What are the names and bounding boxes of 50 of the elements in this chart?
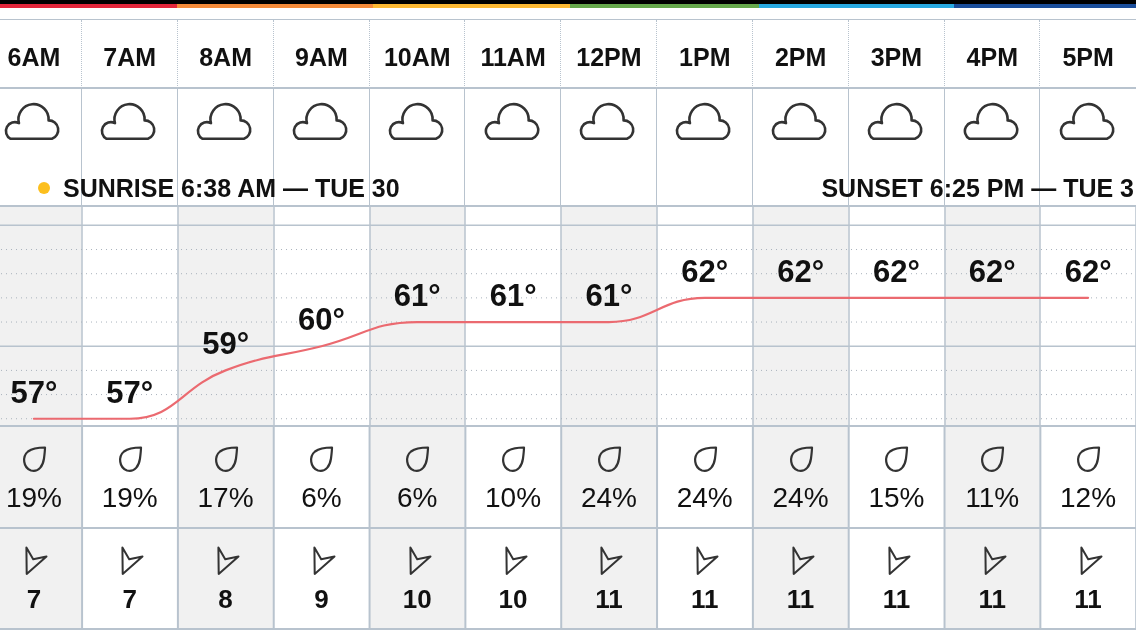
data-label: 8 [217, 583, 234, 616]
x-tick-label: 3PM [870, 43, 923, 71]
data-label: 11 [881, 583, 912, 616]
text: 6% [301, 482, 342, 514]
x-tick-label: 7AM [103, 43, 157, 71]
data-label: 62° [872, 253, 920, 289]
data-label: 59° [202, 326, 250, 362]
text: 17% [197, 482, 254, 514]
data-label: 62° [1064, 253, 1112, 289]
data-label: 62° [681, 253, 729, 289]
data-label: 62° [968, 253, 1016, 289]
data-label: 10 [497, 583, 529, 616]
text: 24% [676, 482, 733, 514]
x-tick-label: 5PM [1062, 43, 1114, 71]
x-tick-label: 1PM [679, 43, 731, 71]
x-tick-label: 10AM [383, 43, 451, 71]
x-tick-label: 2PM [774, 43, 827, 71]
text: 6% [397, 482, 438, 514]
data-label: 57° [10, 374, 58, 410]
text: 24% [580, 482, 637, 514]
x-tick-label: 9AM [295, 43, 348, 71]
data-label: 9 [313, 583, 330, 616]
text: 12% [1060, 482, 1117, 514]
data-label: 61° [585, 278, 633, 314]
text: 15% [868, 482, 925, 514]
data-label: 61° [393, 278, 441, 314]
text: 19% [101, 482, 158, 514]
data-label: 11 [1073, 583, 1103, 616]
data-label: 11 [785, 583, 816, 616]
x-tick-label: 8AM [199, 43, 252, 71]
data-label: 11 [977, 583, 1007, 616]
x-tick-label: 12PM [576, 43, 642, 71]
data-label: 11 [594, 583, 624, 616]
data-label: 7 [121, 583, 138, 616]
data-label: 61° [489, 278, 537, 314]
text: SUNRISE 6:38 AM — TUE 30 [63, 173, 400, 204]
data-label: 60° [297, 302, 345, 338]
data-label: 11 [690, 583, 720, 616]
data-label: 10 [401, 583, 433, 616]
x-tick-label: 4PM [966, 43, 1018, 71]
data-label: 57° [106, 374, 154, 410]
data-label: 7 [25, 583, 43, 616]
x-tick-label: 11AM [480, 43, 546, 71]
text: 11% [965, 482, 1020, 514]
text: 19% [5, 482, 62, 514]
data-label: 62° [777, 253, 825, 289]
text: 10% [485, 482, 542, 514]
text: 24% [772, 482, 829, 514]
text: SUNSET 6:25 PM — TUE 3 [821, 173, 1134, 204]
x-tick-label: 6AM [7, 43, 61, 71]
